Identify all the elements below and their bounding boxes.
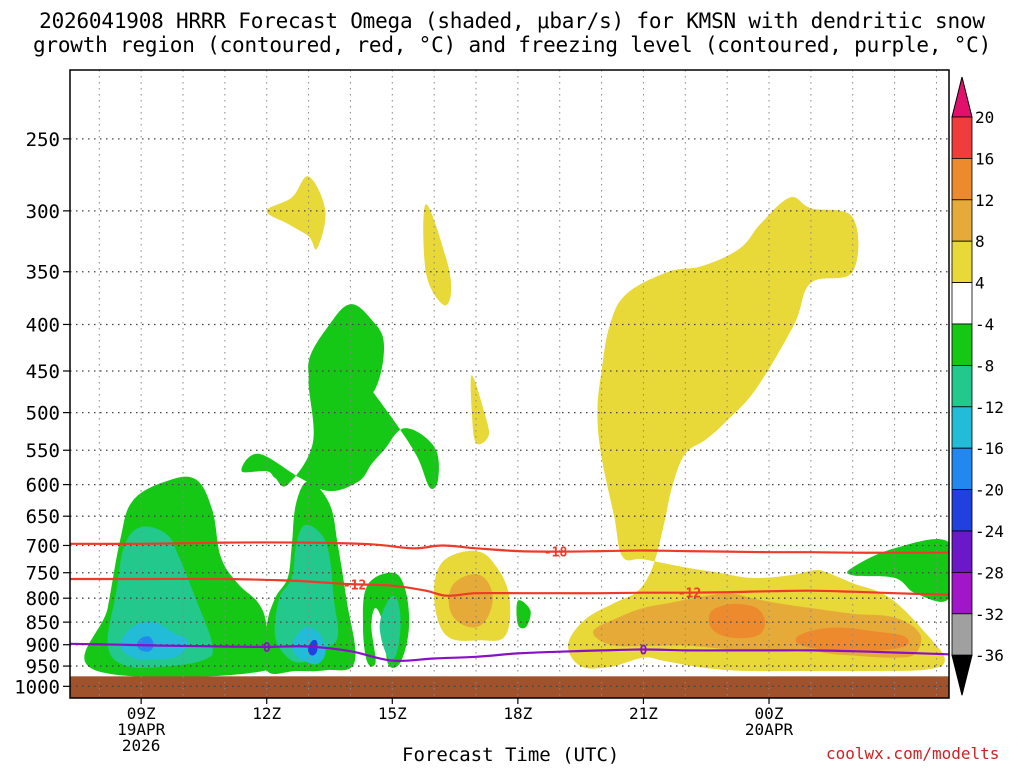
colorbar-label: -12 (975, 398, 1004, 417)
y-tick-label: 650 (26, 506, 60, 528)
colorbar-label: -28 (975, 563, 1004, 582)
colorbar-label: 8 (975, 232, 985, 251)
dendritic-bottom-label: -12 (343, 578, 366, 593)
colorbar-label: 20 (975, 108, 994, 127)
colorbar-label: 12 (975, 191, 994, 210)
omega-region (847, 539, 949, 602)
x-tick-label: 15Z (378, 704, 407, 723)
colorbar-bottom-arrow (951, 654, 973, 696)
y-tick-label: 950 (26, 656, 60, 678)
colorbar-label: 4 (975, 274, 985, 293)
credit-link[interactable]: coolwx.com/modelts (826, 744, 1000, 763)
temperature-contours: -18 -12 -12 0 0 (70, 541, 949, 663)
ground-layer (70, 676, 949, 698)
omega-region (423, 204, 452, 306)
dendritic-top-label: -18 (544, 546, 568, 561)
y-tick-label: 400 (26, 314, 60, 336)
colorbar-band (951, 572, 973, 615)
y-tick-label: 250 (26, 129, 60, 151)
x-tick-label: 20APR (745, 720, 794, 739)
y-tick-label: 700 (26, 535, 60, 557)
colorbar-label: -8 (975, 356, 994, 375)
y-tick-label: 550 (26, 440, 60, 462)
colorbar-band (951, 489, 973, 532)
x-tick-label: 12Z (252, 704, 281, 723)
colorbar-band (951, 406, 973, 449)
dendritic-bottom-label: -12 (678, 587, 701, 602)
x-tick-label: 19APR (117, 720, 166, 739)
x-tick-label: 00Z (755, 704, 784, 723)
y-tick-label: 350 (26, 262, 60, 284)
colorbar-label: -24 (975, 522, 1004, 541)
colorbar-band (951, 116, 973, 159)
omega-region (308, 304, 385, 416)
y-tick-label: 300 (26, 201, 60, 223)
omega-region (516, 600, 531, 629)
y-tick-label: 1000 (14, 676, 60, 698)
colorbar-label: 16 (975, 149, 994, 168)
colorbar-band (951, 447, 973, 491)
omega-colorbar: 20 16 12 8 4 -4 -8 -12 -16 -20 -24 -28 -32 -36 (951, 76, 1004, 696)
omega-region (568, 197, 945, 672)
omega-region (120, 621, 188, 661)
ground-fill (70, 676, 949, 698)
omega-region (274, 524, 339, 663)
chart-title-line-1: 2026041908 HRRR Forecast Omega (shaded, … (39, 9, 985, 33)
colorbar-label: -4 (975, 315, 994, 334)
y-tick-label: 600 (26, 475, 60, 497)
colorbar-top-arrow (951, 76, 973, 118)
plot-frame (69, 69, 950, 699)
x-tick-label: 18Z (503, 704, 532, 723)
omega-region (708, 603, 766, 639)
colorbar-label: -16 (975, 439, 1004, 458)
colorbar-band (951, 157, 973, 201)
colorbar-band (951, 530, 973, 573)
y-tick-label: 450 (26, 361, 60, 383)
dendritic-top-line (70, 541, 949, 554)
dendritic-bottom-line (70, 577, 949, 597)
omega-region (470, 375, 490, 445)
x-tick-label: 2026 (122, 736, 161, 755)
colorbar-band (951, 282, 973, 325)
omega-region (448, 574, 493, 628)
colorbar-label: -36 (975, 646, 1004, 665)
x-tick-label: 21Z (629, 704, 658, 723)
freezing-level-line (70, 642, 949, 663)
colorbar-band (951, 364, 973, 408)
y-tick-label: 900 (26, 635, 60, 657)
colorbar-band (951, 199, 973, 242)
x-axis-label: Forecast Time (UTC) (402, 744, 620, 766)
y-tick-label: 850 (26, 612, 60, 634)
y-tick-label: 800 (26, 588, 60, 610)
y-axis: 2503003504004505005506006507007508008509… (14, 129, 70, 698)
colorbar-label: -32 (975, 605, 1004, 624)
colorbar-label: -20 (975, 481, 1004, 500)
colorbar-band (951, 613, 973, 656)
y-tick-label: 750 (26, 563, 60, 585)
colorbar-band (951, 323, 973, 366)
x-tick-label: 09Z (127, 704, 156, 723)
y-tick-label: 500 (26, 403, 60, 425)
omega-region (266, 176, 326, 250)
freezing-level-label: 0 (263, 641, 271, 656)
chart-title-line-2: growth region (contoured, red, °C) and f… (32, 33, 992, 57)
freezing-level-label: 0 (640, 644, 648, 659)
colorbar-band (951, 240, 973, 283)
